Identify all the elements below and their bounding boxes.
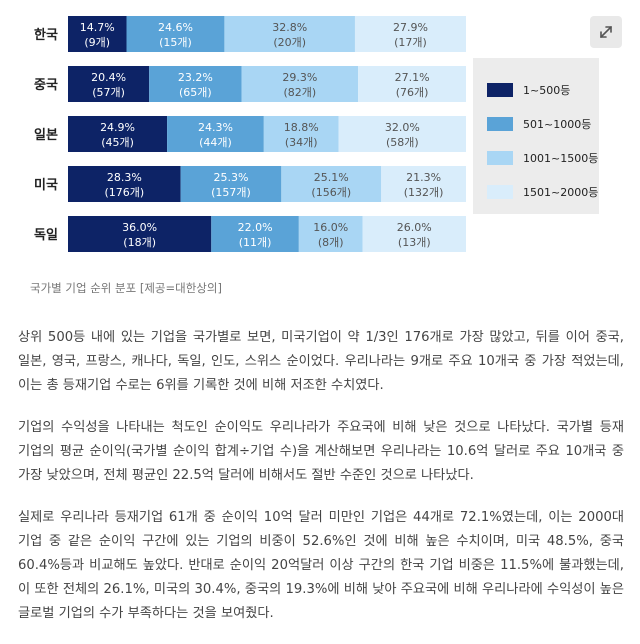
bar-segment [180, 166, 282, 202]
stacked-bar-chart: 한국 14.7% (9개) 24.6% (15개) 32.8% (20개) 27.9% (17개… [34, 16, 466, 252]
bar-segment [68, 116, 168, 152]
chart-legend: 1~500등 501~1000등 1001~1500등 1501~2000등 [473, 58, 599, 214]
data-label-count: (132개) [404, 186, 444, 199]
data-label-count: (15개) [159, 36, 192, 49]
bar-segment [263, 116, 339, 152]
legend-swatch [487, 185, 513, 199]
data-label-percent: 29.3% [282, 71, 317, 84]
legend-swatch [487, 151, 513, 165]
legend-item: 1001~1500등 [487, 150, 598, 166]
legend-label: 1~500등 [523, 84, 571, 97]
bar-segment [298, 216, 363, 252]
data-label-percent: 22.0% [238, 221, 273, 234]
category-label: 중국 [34, 78, 58, 93]
paragraph: 기업의 수익성을 나타내는 척도인 순이익도 우리나라가 주요국에 비해 낮은 … [18, 420, 624, 483]
data-label-percent: 32.8% [272, 21, 307, 34]
data-label-count: (9개) [84, 36, 110, 49]
data-label-percent: 21.3% [406, 171, 441, 184]
image-caption: 국가별 기업 순위 분포 [제공=대한상의] [30, 281, 222, 295]
legend-swatch [487, 117, 513, 131]
paragraph: 상위 500등 내에 있는 기업을 국가별로 보면, 미국기업이 약 1/3인 … [18, 330, 624, 393]
bar-segment [68, 66, 150, 102]
data-label-count: (156개) [311, 186, 351, 199]
legend-item: 1~500등 [487, 82, 570, 98]
data-label-count: (58개) [386, 136, 419, 149]
legend-label: 501~1000등 [523, 118, 592, 131]
legend-label: 1001~1500등 [523, 152, 599, 165]
data-label-count: (76개) [396, 86, 429, 99]
category-label: 한국 [34, 27, 58, 43]
data-label-count: (82개) [283, 86, 316, 99]
data-label-percent: 36.0% [122, 221, 157, 234]
bar-segment [211, 216, 299, 252]
bar-segment [281, 166, 382, 202]
bar-segment [362, 216, 466, 252]
bar-segment [354, 16, 466, 52]
data-label-count: (57개) [92, 86, 125, 99]
data-label-count: (20개) [273, 36, 306, 49]
expand-arrows-icon [600, 26, 612, 38]
data-label-percent: 25.1% [314, 171, 349, 184]
bar-segment [68, 16, 127, 52]
data-label-percent: 25.3% [214, 171, 249, 184]
bar-segment [241, 66, 359, 102]
legend-item: 1501~2000등 [487, 184, 598, 200]
data-label-percent: 23.2% [178, 71, 213, 84]
bar-segment [68, 216, 212, 252]
data-label-count: (176개) [104, 186, 144, 199]
paragraph: 실제로 우리나라 등재기업 61개 중 순이익 10억 달러 미만인 기업은 4… [18, 510, 624, 621]
data-label-count: (11개) [239, 236, 272, 249]
data-label-percent: 20.4% [91, 71, 126, 84]
data-label-percent: 24.6% [158, 21, 193, 34]
bar-segment [224, 16, 355, 52]
data-label-count: (34개) [285, 136, 318, 149]
bar-segment [126, 16, 225, 52]
data-label-count: (13개) [398, 236, 431, 249]
category-label: 독일 [34, 228, 58, 243]
legend-swatch [487, 83, 513, 97]
bar-segment [338, 116, 466, 152]
bar-segment [68, 166, 181, 202]
category-label: 일본 [34, 128, 58, 143]
legend-item: 501~1000등 [487, 116, 591, 132]
data-label-percent: 28.3% [107, 171, 142, 184]
bar-segment [358, 66, 466, 102]
data-label-count: (17개) [394, 36, 427, 49]
data-label-percent: 32.0% [385, 121, 420, 134]
data-label-count: (45개) [101, 136, 134, 149]
category-label: 미국 [34, 177, 58, 193]
bar-segment [167, 116, 264, 152]
data-label-percent: 18.8% [284, 121, 319, 134]
data-label-count: (65개) [179, 86, 212, 99]
data-label-count: (18개) [123, 236, 156, 249]
data-label-percent: 14.7% [80, 21, 115, 34]
article-body: 상위 500등 내에 있는 기업을 국가별로 보면, 미국기업이 약 1/3인 … [18, 326, 624, 644]
data-label-percent: 24.9% [100, 121, 135, 134]
data-label-percent: 27.1% [395, 71, 430, 84]
bar-segment [149, 66, 242, 102]
data-label-percent: 16.0% [313, 221, 348, 234]
data-label-count: (44개) [199, 136, 232, 149]
data-label-percent: 27.9% [393, 21, 428, 34]
bar-segment [381, 166, 466, 202]
data-label-percent: 24.3% [198, 121, 233, 134]
data-label-percent: 26.0% [397, 221, 432, 234]
data-label-count: (157개) [211, 186, 251, 199]
expand-button[interactable] [590, 16, 622, 48]
legend-label: 1501~2000등 [523, 186, 599, 199]
data-label-count: (8개) [318, 236, 344, 249]
